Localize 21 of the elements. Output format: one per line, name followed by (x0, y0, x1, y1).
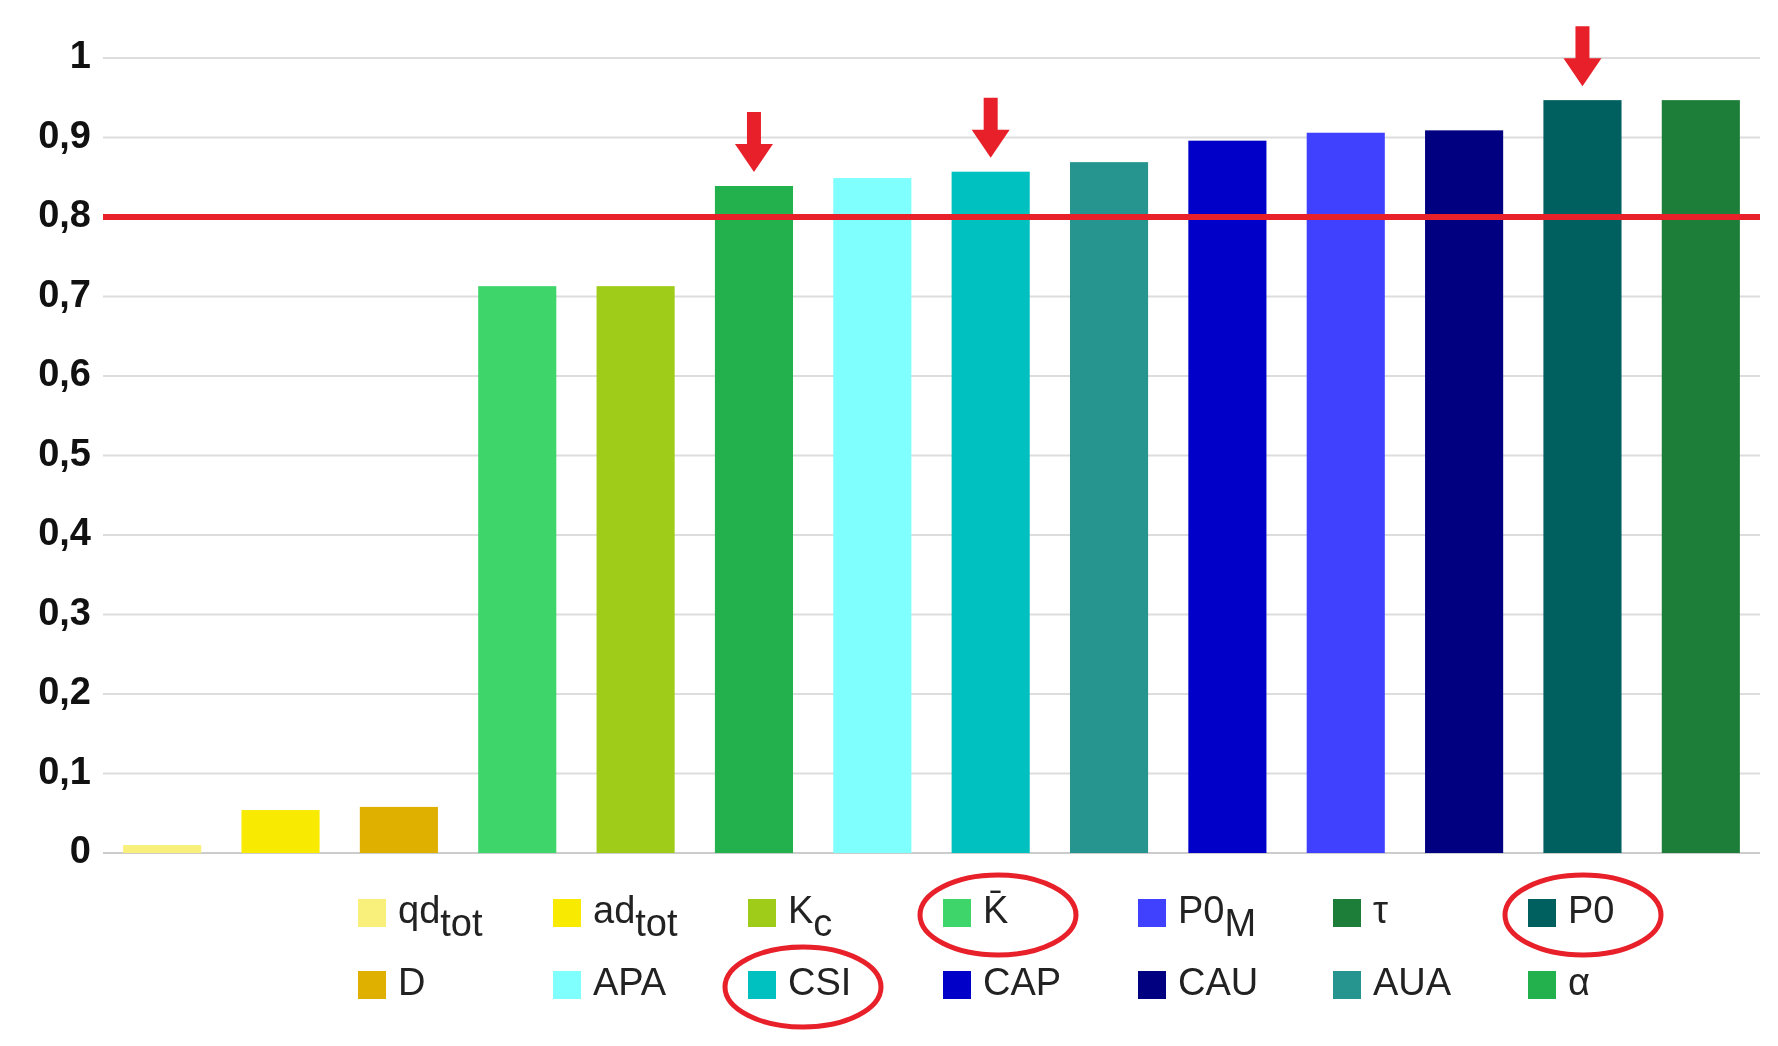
y-tick-label: 0,6 (38, 352, 91, 395)
y-tick-label: 0,8 (38, 193, 91, 236)
y-tick-label: 0,2 (38, 670, 91, 713)
legend-label: D (398, 961, 426, 1004)
legend-label: CAU (1178, 961, 1259, 1004)
y-tick-label: 1 (69, 34, 91, 77)
y-tick-label: 0,1 (38, 749, 91, 792)
legend-label: α (1568, 961, 1590, 1004)
legend-label: τ (1373, 889, 1389, 932)
legend-label: K̄ (983, 889, 1009, 932)
y-tick-label: 0,5 (38, 431, 91, 474)
legend-label: CAP (983, 961, 1062, 1004)
y-tick-label: 0 (69, 829, 91, 872)
legend-label: AUA (1373, 961, 1452, 1004)
y-tick-label: 0,7 (38, 272, 91, 315)
y-tick-label: 0,9 (38, 113, 91, 156)
legend-label: CSI (788, 961, 852, 1004)
legend-label: APA (593, 961, 667, 1004)
legend-label: P0 (1568, 889, 1615, 932)
y-tick-label: 0,4 (38, 511, 91, 554)
y-tick-label: 0,3 (38, 590, 91, 633)
